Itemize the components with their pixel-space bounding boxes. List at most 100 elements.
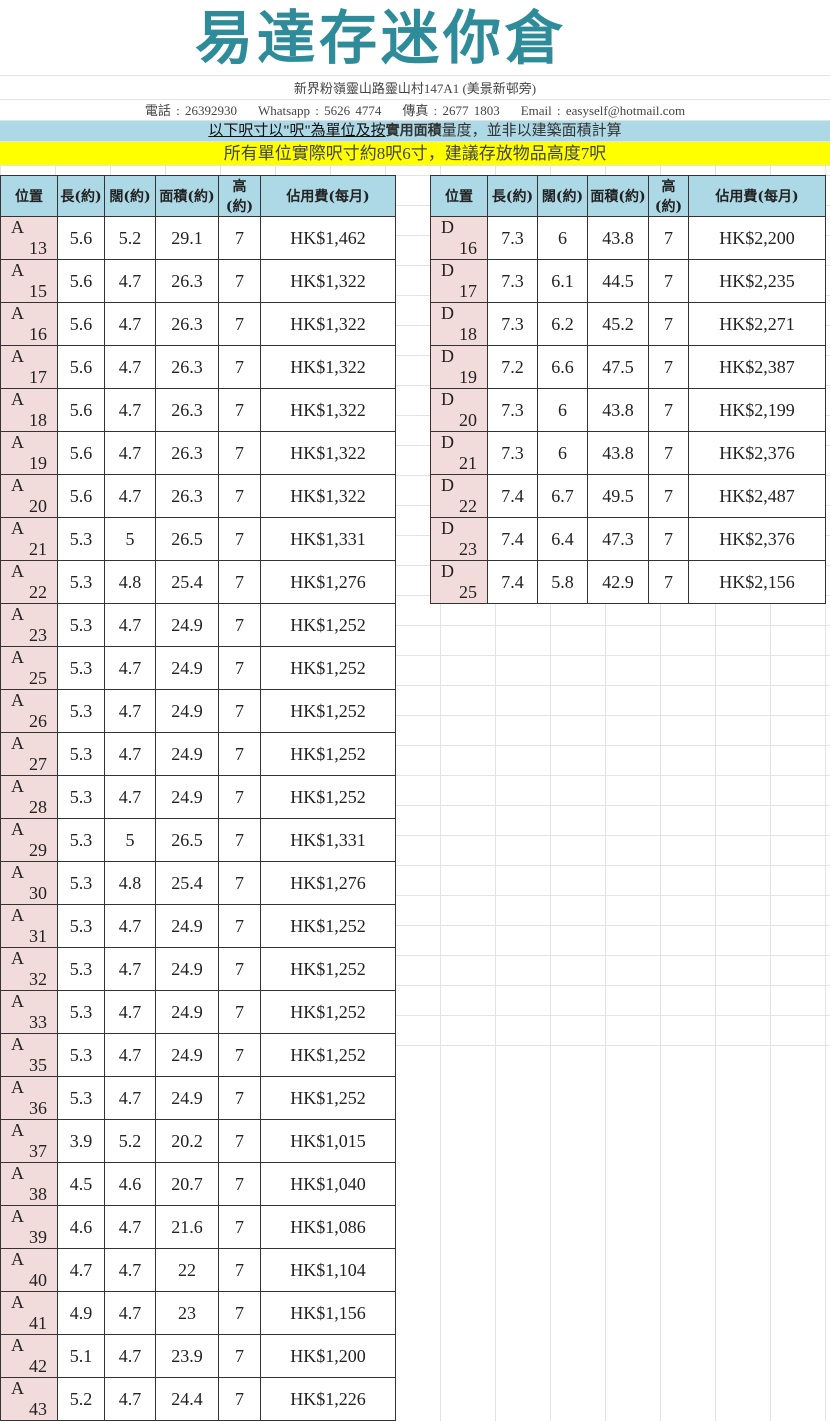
unit-length[interactable]: 7.4 — [487, 474, 538, 518]
unit-height[interactable]: 7 — [218, 732, 261, 776]
unit-location[interactable]: A21 — [0, 517, 58, 561]
unit-monthly-fee[interactable]: HK$1,252 — [260, 990, 396, 1034]
unit-length[interactable]: 5.1 — [57, 1334, 105, 1378]
unit-width[interactable]: 4.8 — [104, 861, 156, 905]
unit-location[interactable]: A23 — [0, 603, 58, 647]
unit-location[interactable]: A36 — [0, 1076, 58, 1120]
unit-height[interactable]: 7 — [218, 775, 261, 819]
unit-width[interactable]: 4.7 — [104, 431, 156, 475]
unit-monthly-fee[interactable]: HK$1,252 — [260, 1076, 396, 1120]
unit-monthly-fee[interactable]: HK$1,322 — [260, 302, 396, 346]
unit-location[interactable]: A18 — [0, 388, 58, 432]
unit-area[interactable]: 24.9 — [155, 646, 219, 690]
unit-monthly-fee[interactable]: HK$2,376 — [688, 517, 826, 561]
unit-width[interactable]: 6 — [537, 431, 588, 475]
unit-height[interactable]: 7 — [648, 431, 689, 475]
unit-location[interactable]: A33 — [0, 990, 58, 1034]
unit-width[interactable]: 6 — [537, 216, 588, 260]
unit-area[interactable]: 21.6 — [155, 1205, 219, 1249]
unit-location[interactable]: A26 — [0, 689, 58, 733]
unit-area[interactable]: 49.5 — [587, 474, 649, 518]
unit-location[interactable]: A30 — [0, 861, 58, 905]
unit-width[interactable]: 5 — [104, 818, 156, 862]
unit-location[interactable]: A25 — [0, 646, 58, 690]
unit-monthly-fee[interactable]: HK$2,487 — [688, 474, 826, 518]
unit-width[interactable]: 5 — [104, 517, 156, 561]
unit-length[interactable]: 5.6 — [57, 216, 105, 260]
unit-length[interactable]: 5.6 — [57, 302, 105, 346]
unit-area[interactable]: 23 — [155, 1291, 219, 1335]
unit-length[interactable]: 7.3 — [487, 388, 538, 432]
unit-area[interactable]: 43.8 — [587, 216, 649, 260]
unit-location[interactable]: A35 — [0, 1033, 58, 1077]
unit-height[interactable]: 7 — [218, 431, 261, 475]
unit-width[interactable]: 5.8 — [537, 560, 588, 604]
unit-area[interactable]: 26.3 — [155, 259, 219, 303]
unit-location[interactable]: A43 — [0, 1377, 58, 1421]
unit-height[interactable]: 7 — [218, 259, 261, 303]
unit-length[interactable]: 5.3 — [57, 1033, 105, 1077]
unit-area[interactable]: 24.9 — [155, 947, 219, 991]
unit-height[interactable]: 7 — [218, 990, 261, 1034]
unit-width[interactable]: 4.7 — [104, 474, 156, 518]
unit-location[interactable]: D22 — [430, 474, 488, 518]
unit-location[interactable]: A39 — [0, 1205, 58, 1249]
unit-location[interactable]: A16 — [0, 302, 58, 346]
unit-width[interactable]: 4.7 — [104, 388, 156, 432]
unit-area[interactable]: 24.9 — [155, 732, 219, 776]
unit-location[interactable]: A32 — [0, 947, 58, 991]
unit-location[interactable]: A41 — [0, 1291, 58, 1335]
unit-length[interactable]: 7.4 — [487, 517, 538, 561]
unit-length[interactable]: 7.3 — [487, 302, 538, 346]
unit-area[interactable]: 43.8 — [587, 388, 649, 432]
unit-location[interactable]: D19 — [430, 345, 488, 389]
unit-location[interactable]: D23 — [430, 517, 488, 561]
unit-monthly-fee[interactable]: HK$1,276 — [260, 560, 396, 604]
unit-height[interactable]: 7 — [218, 1248, 261, 1292]
unit-width[interactable]: 5.2 — [104, 1119, 156, 1163]
unit-monthly-fee[interactable]: HK$2,387 — [688, 345, 826, 389]
unit-height[interactable]: 7 — [218, 1162, 261, 1206]
unit-location[interactable]: A38 — [0, 1162, 58, 1206]
unit-monthly-fee[interactable]: HK$1,252 — [260, 732, 396, 776]
unit-height[interactable]: 7 — [218, 302, 261, 346]
unit-width[interactable]: 4.7 — [104, 775, 156, 819]
unit-monthly-fee[interactable]: HK$1,331 — [260, 818, 396, 862]
unit-monthly-fee[interactable]: HK$2,376 — [688, 431, 826, 475]
unit-location[interactable]: A15 — [0, 259, 58, 303]
unit-height[interactable]: 7 — [218, 904, 261, 948]
unit-length[interactable]: 5.3 — [57, 732, 105, 776]
unit-area[interactable]: 24.9 — [155, 904, 219, 948]
unit-area[interactable]: 26.3 — [155, 302, 219, 346]
unit-length[interactable]: 5.3 — [57, 560, 105, 604]
unit-height[interactable]: 7 — [218, 560, 261, 604]
unit-location[interactable]: A13 — [0, 216, 58, 260]
unit-area[interactable]: 25.4 — [155, 861, 219, 905]
unit-width[interactable]: 6.1 — [537, 259, 588, 303]
unit-location[interactable]: A20 — [0, 474, 58, 518]
unit-location[interactable]: A29 — [0, 818, 58, 862]
unit-area[interactable]: 29.1 — [155, 216, 219, 260]
unit-monthly-fee[interactable]: HK$1,322 — [260, 259, 396, 303]
unit-length[interactable]: 5.3 — [57, 775, 105, 819]
unit-height[interactable]: 7 — [218, 1076, 261, 1120]
unit-height[interactable]: 7 — [218, 388, 261, 432]
unit-area[interactable]: 26.5 — [155, 517, 219, 561]
unit-height[interactable]: 7 — [218, 818, 261, 862]
unit-length[interactable]: 7.2 — [487, 345, 538, 389]
unit-location[interactable]: A42 — [0, 1334, 58, 1378]
unit-width[interactable]: 6.4 — [537, 517, 588, 561]
unit-monthly-fee[interactable]: HK$2,235 — [688, 259, 826, 303]
unit-width[interactable]: 4.7 — [104, 603, 156, 647]
unit-area[interactable]: 26.3 — [155, 431, 219, 475]
unit-monthly-fee[interactable]: HK$1,226 — [260, 1377, 396, 1421]
unit-monthly-fee[interactable]: HK$1,276 — [260, 861, 396, 905]
unit-height[interactable]: 7 — [648, 474, 689, 518]
unit-width[interactable]: 6.2 — [537, 302, 588, 346]
unit-location[interactable]: A17 — [0, 345, 58, 389]
unit-length[interactable]: 5.6 — [57, 345, 105, 389]
unit-length[interactable]: 5.3 — [57, 603, 105, 647]
unit-length[interactable]: 5.6 — [57, 259, 105, 303]
unit-height[interactable]: 7 — [218, 1377, 261, 1421]
unit-area[interactable]: 24.4 — [155, 1377, 219, 1421]
